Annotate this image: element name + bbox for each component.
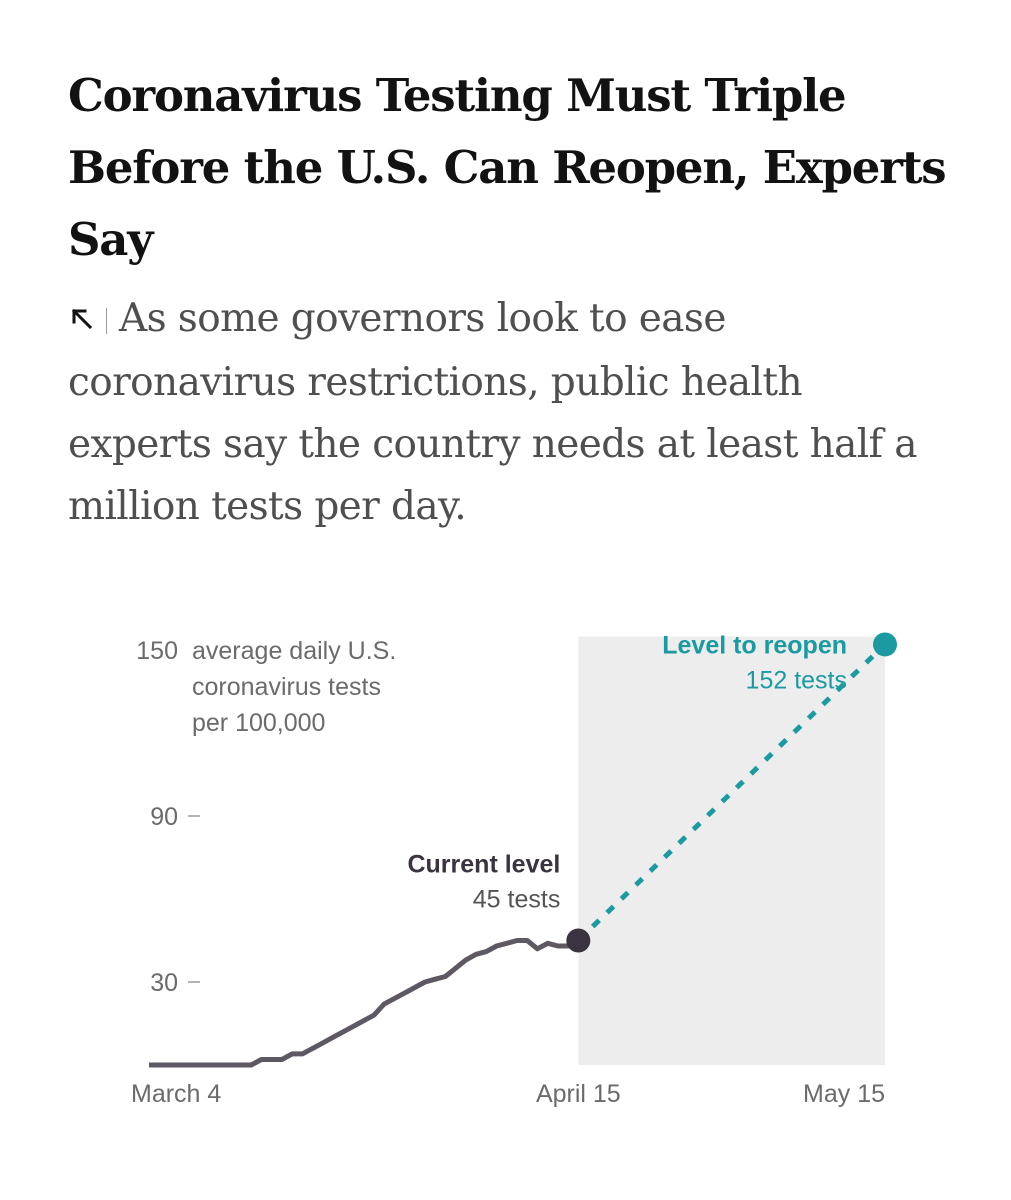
y-tick-label: 90 (150, 803, 178, 831)
series-group (149, 642, 887, 1068)
annotation-value: 45 tests (473, 886, 561, 914)
y-axis-label-line: coronavirus tests (192, 673, 381, 701)
endpoint-marker (873, 632, 897, 657)
summary-divider (106, 308, 107, 334)
x-tick-label: March 4 (131, 1080, 221, 1108)
endpoint-marker (566, 928, 591, 953)
arrow-up-left-icon (68, 290, 96, 352)
projection-shaded-region (578, 636, 885, 1065)
y-axis-ticks: 150 90 30 (136, 637, 200, 997)
y-axis-label: average daily U.S. coronavirus tests per 1… (192, 637, 396, 737)
annotations: Current level 45 tests Level to reopen 152 … (407, 631, 897, 953)
annotation-label: Current level (407, 851, 560, 879)
annotation-label: Level to reopen (662, 631, 847, 659)
testing-chart: average daily U.S. coronavirus tests per 1… (131, 631, 897, 1108)
annotation-value: 152 tests (746, 666, 847, 694)
x-tick-label: May 15 (803, 1080, 885, 1108)
headline: Coronavirus Testing Must Triple Before t… (68, 69, 947, 266)
actual-tests-line (149, 938, 580, 1068)
x-axis-ticks: March 4 April 15 May 15 (131, 1080, 885, 1108)
x-tick-label: April 15 (536, 1080, 621, 1108)
summary: As some governors look to ease coronavir… (68, 288, 948, 538)
y-axis-label-line: per 100,000 (192, 709, 325, 737)
y-tick-label: 150 (136, 637, 178, 665)
y-axis-label-line: average daily U.S. (192, 637, 396, 665)
y-tick-label: 30 (150, 969, 178, 997)
summary-text: As some governors look to ease coronavir… (68, 296, 918, 529)
